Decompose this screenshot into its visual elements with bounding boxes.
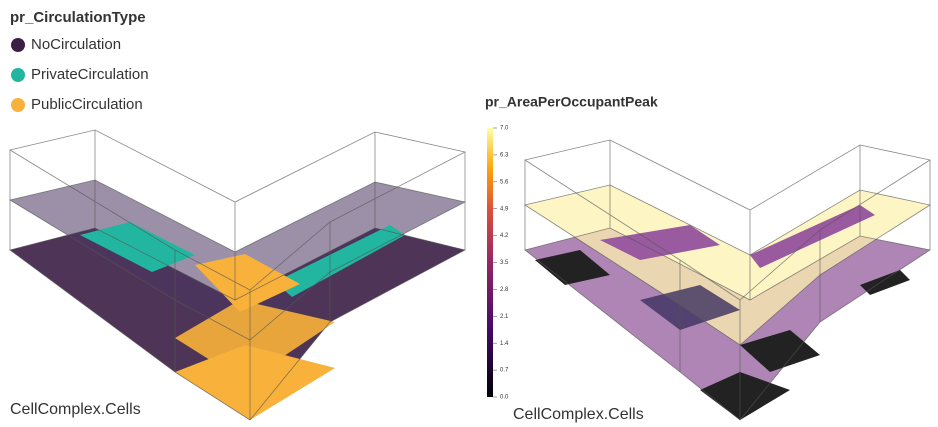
- legend-swatch: [11, 98, 25, 112]
- colorbar-tick-label: 0.7: [500, 368, 509, 374]
- left-building: [10, 130, 465, 420]
- legend-swatch: [11, 68, 25, 82]
- legend-label: PublicCirculation: [31, 96, 143, 113]
- caption: CellComplex.Cells: [513, 406, 644, 423]
- colorbar-tick-label: 2.8: [500, 287, 509, 293]
- colorbar-tick-label: 7.0: [500, 126, 509, 132]
- colorbar-tick-label: 0.0: [500, 395, 509, 401]
- colorbar-title: pr_AreaPerOccupantPeak: [485, 94, 658, 110]
- colorbar-tick-label: 6.3: [500, 152, 509, 158]
- colorbar-ticks: 7.0 6.3 5.6 4.9 4.2 3.5 2.8 2.1 1.4 0.7 0.0: [493, 126, 509, 401]
- legend-swatch: [11, 38, 25, 52]
- colorbar-tick-label: 4.9: [500, 206, 509, 212]
- figure: pr_CirculationType NoCirculation PrivateC…: [0, 0, 938, 427]
- legend-label: PrivateCirculation: [31, 66, 149, 83]
- legend-label: NoCirculation: [31, 36, 121, 53]
- colorbar-tick-label: 5.6: [500, 179, 509, 185]
- legend: NoCirculation PrivateCirculation PublicCir…: [11, 36, 149, 113]
- right-building: [525, 140, 930, 420]
- colorbar: [487, 128, 493, 397]
- colorbar-tick-label: 1.4: [500, 341, 509, 347]
- colorbar-tick-label: 2.1: [500, 314, 509, 320]
- colorbar-tick-label: 4.2: [500, 233, 509, 239]
- legend-title: pr_CirculationType: [10, 9, 146, 26]
- colorbar-tick-label: 3.5: [500, 260, 509, 266]
- caption: CellComplex.Cells: [10, 401, 141, 418]
